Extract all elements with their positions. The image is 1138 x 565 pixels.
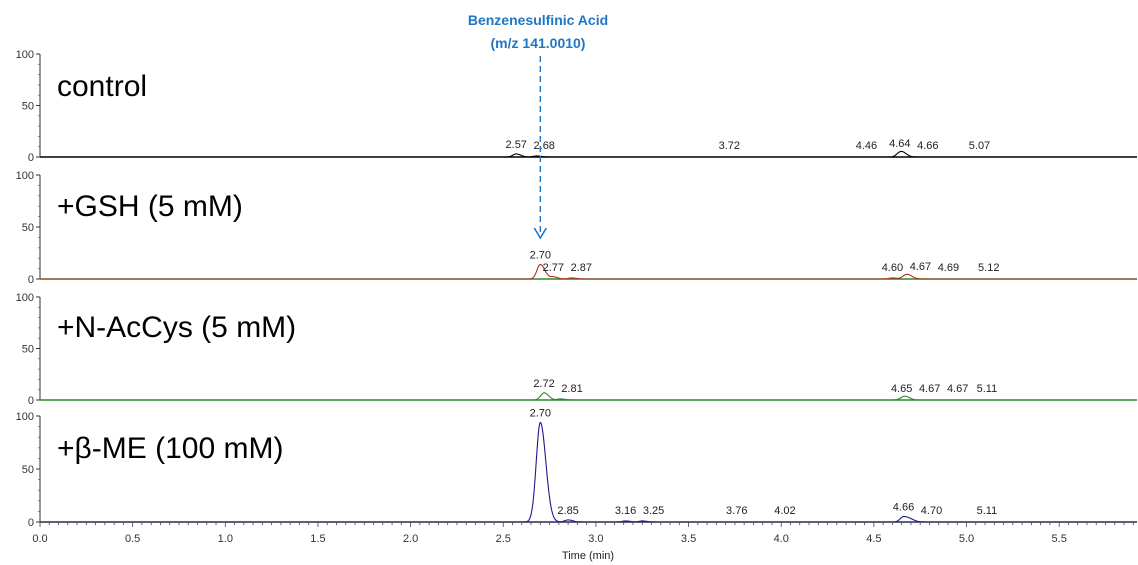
y-tick-label: 50 [22, 464, 34, 476]
trace-line [40, 263, 1137, 280]
x-tick-label: 3.0 [588, 533, 603, 545]
peak-label: 3.76 [726, 505, 747, 517]
peak-label: 4.02 [774, 505, 795, 517]
panel-4: 0 50 100 +β-ME (100 mM) 2.70 2.85 3.16 3.25 3.76… [16, 407, 1137, 529]
peak-label: 4.46 [856, 140, 877, 152]
peak-label: 4.67 [919, 383, 940, 395]
y-tick-label: 50 [22, 101, 34, 113]
trace-line [40, 150, 1137, 158]
trace-line [40, 392, 1137, 401]
panel-title: +GSH (5 mM) [57, 190, 243, 223]
y-tick-label: 100 [16, 411, 34, 423]
x-tick-label: 3.5 [681, 533, 696, 545]
peak-label: 2.87 [571, 262, 592, 274]
y-tick-label: 100 [16, 170, 34, 182]
peak-label: 4.67 [947, 383, 968, 395]
peak-label: 4.69 [938, 262, 959, 274]
panel-3: 0 50 100 +N-AcCys (5 mM) 2.72 2.81 4.65 4.67 4.6… [16, 292, 1137, 407]
peak-label: 2.81 [561, 383, 582, 395]
annotation-mz-value: (m/z 141.0010) [491, 35, 586, 51]
y-tick-label: 100 [16, 49, 34, 61]
x-tick-label: 0.5 [125, 533, 140, 545]
peak-label: 2.72 [533, 378, 554, 390]
peak-label: 2.57 [506, 139, 527, 151]
x-tick-label: 2.5 [496, 533, 511, 545]
x-axis: 0.0 0.5 1.0 1.5 2.0 2.5 3.0 3.5 4.0 4.5 5.0 5.5 [32, 521, 1137, 545]
y-tick-label: 50 [22, 344, 34, 356]
peak-label: 2.85 [557, 505, 578, 517]
x-tick-label: 0.0 [32, 533, 47, 545]
peak-label: 3.25 [643, 505, 664, 517]
peak-label: 4.70 [921, 505, 942, 517]
peak-label: 4.67 [910, 261, 931, 273]
panels-group: 0 50 100 control 2.57 2.68 3.72 4.46 4.64 4.66 5.0… [16, 49, 1137, 529]
x-tick-label: 4.5 [866, 533, 881, 545]
panel-title: control [57, 70, 147, 103]
peak-label: 2.70 [530, 407, 551, 419]
panel-title: +N-AcCys (5 mM) [57, 311, 296, 344]
annotation-compound-name: Benzenesulfinic Acid [468, 12, 608, 28]
peak-label: 2.70 [530, 249, 551, 261]
x-tick-label: 5.0 [959, 533, 974, 545]
y-tick-label: 0 [28, 517, 34, 529]
peak-label: 5.11 [977, 383, 998, 395]
peak-label: 4.66 [893, 502, 914, 514]
panel-2: 0 50 100 +GSH (5 mM) 2.702.77 2.87 4.60 4.67 4.6… [16, 170, 1137, 286]
peak-label: 2.68 [534, 140, 555, 152]
y-tick-label: 0 [28, 274, 34, 286]
y-tick-label: 50 [22, 222, 34, 234]
peak-label: 5.11 [977, 505, 998, 517]
peak-label: 4.60 [882, 262, 903, 274]
x-axis-title: Time (min) [562, 550, 614, 562]
y-tick-label: 0 [28, 152, 34, 164]
x-tick-label: 5.5 [1052, 533, 1067, 545]
peak-label: 4.65 [891, 383, 912, 395]
y-tick-label: 100 [16, 292, 34, 304]
y-tick-label: 0 [28, 395, 34, 407]
peak-label: 5.12 [978, 262, 999, 274]
peak-label: 4.66 [917, 140, 938, 152]
peak-label: 4.64 [889, 138, 910, 150]
panel-1: 0 50 100 control 2.57 2.68 3.72 4.46 4.64 4.66 5.0… [16, 49, 1137, 164]
peak-label: 2.77 [543, 262, 564, 274]
x-tick-label: 1.0 [218, 533, 233, 545]
annotation-arrow-head [533, 227, 548, 240]
peak-label: 3.72 [719, 140, 740, 152]
x-tick-label: 2.0 [403, 533, 418, 545]
x-tick-label: 1.5 [310, 533, 325, 545]
peak-label: 3.16 [615, 505, 636, 517]
panel-title: +β-ME (100 mM) [57, 432, 283, 465]
annotation-group: Benzenesulfinic Acid (m/z 141.0010) [468, 12, 608, 240]
x-tick-label: 4.0 [774, 533, 789, 545]
peak-label: 5.07 [969, 140, 990, 152]
